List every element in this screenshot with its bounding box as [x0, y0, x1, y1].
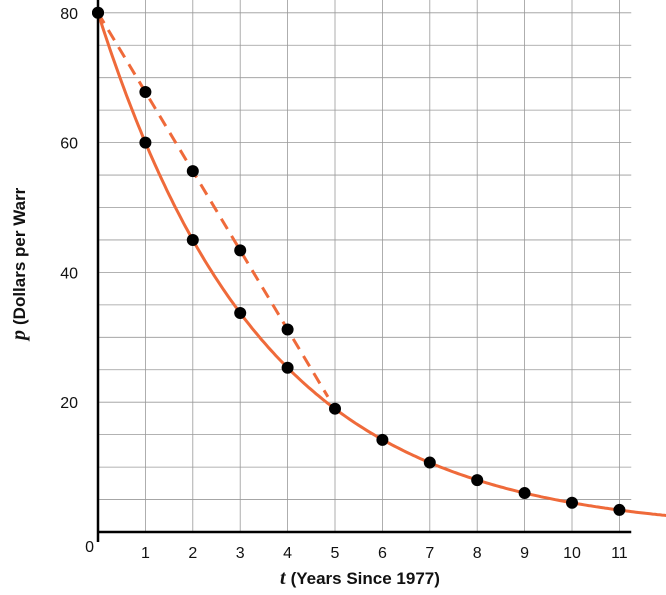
y-tick-label: 60: [60, 136, 78, 153]
y-axis-label: p(Dollars per Warr: [8, 187, 30, 342]
linear-dashed-line: [96, 12, 330, 398]
x-axis-label: t (Years Since 1977): [280, 567, 440, 589]
exponential-data-point: [471, 474, 484, 487]
exponential-data-point: [186, 233, 199, 246]
exponential-data-point: [566, 496, 578, 509]
exponential-data-point: [281, 361, 294, 374]
linear-data-point: [92, 6, 104, 19]
exponential-data-point: [234, 306, 247, 319]
linear-data-point: [139, 85, 152, 98]
exponential-data-point: [518, 487, 531, 500]
y-tick-label: 40: [60, 265, 78, 282]
exponential-data-point: [329, 402, 341, 415]
exponential-data-point: [139, 136, 152, 149]
linear-data-point: [186, 165, 199, 178]
x-tick-label: 11: [611, 545, 628, 562]
exponential-data-point: [423, 456, 436, 469]
linear-data-point: [281, 323, 294, 336]
grid: [98, 0, 632, 532]
axes: [96, 0, 632, 542]
tick-labels: 1 2 3 4 5 6 7 8 9 10 11 20 40 60 80 0: [60, 6, 628, 562]
y-tick-label: 20: [60, 395, 78, 412]
x-tick-label: 8: [473, 545, 482, 562]
x-tick-label: 4: [283, 545, 292, 562]
data-points: [92, 6, 626, 516]
x-tick-label: 2: [188, 545, 197, 562]
x-tick-label: 6: [378, 545, 387, 562]
linear-data-point: [234, 244, 247, 257]
origin-label: 0: [85, 539, 94, 556]
x-tick-label: 1: [141, 545, 150, 562]
x-tick-label: 3: [236, 545, 245, 562]
x-tick-label: 10: [563, 545, 581, 562]
exponential-data-point: [376, 433, 389, 446]
x-tick-label: 7: [425, 545, 434, 562]
x-tick-label: 9: [520, 545, 529, 562]
exponential-data-point: [613, 503, 626, 516]
y-tick-label: 80: [60, 6, 78, 23]
x-tick-label: 5: [331, 545, 340, 562]
